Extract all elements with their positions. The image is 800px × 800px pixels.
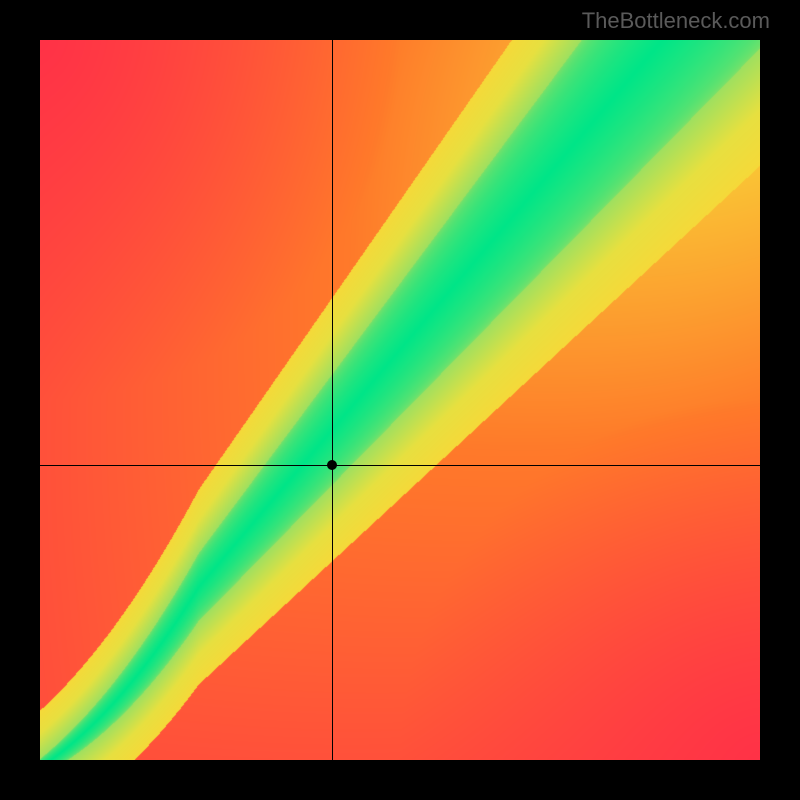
- plot-area: [40, 40, 760, 760]
- crosshair-horizontal: [40, 465, 760, 466]
- marker-dot: [327, 460, 337, 470]
- crosshair-vertical: [332, 40, 333, 760]
- heatmap-canvas: [40, 40, 760, 760]
- watermark-text: TheBottleneck.com: [582, 8, 770, 34]
